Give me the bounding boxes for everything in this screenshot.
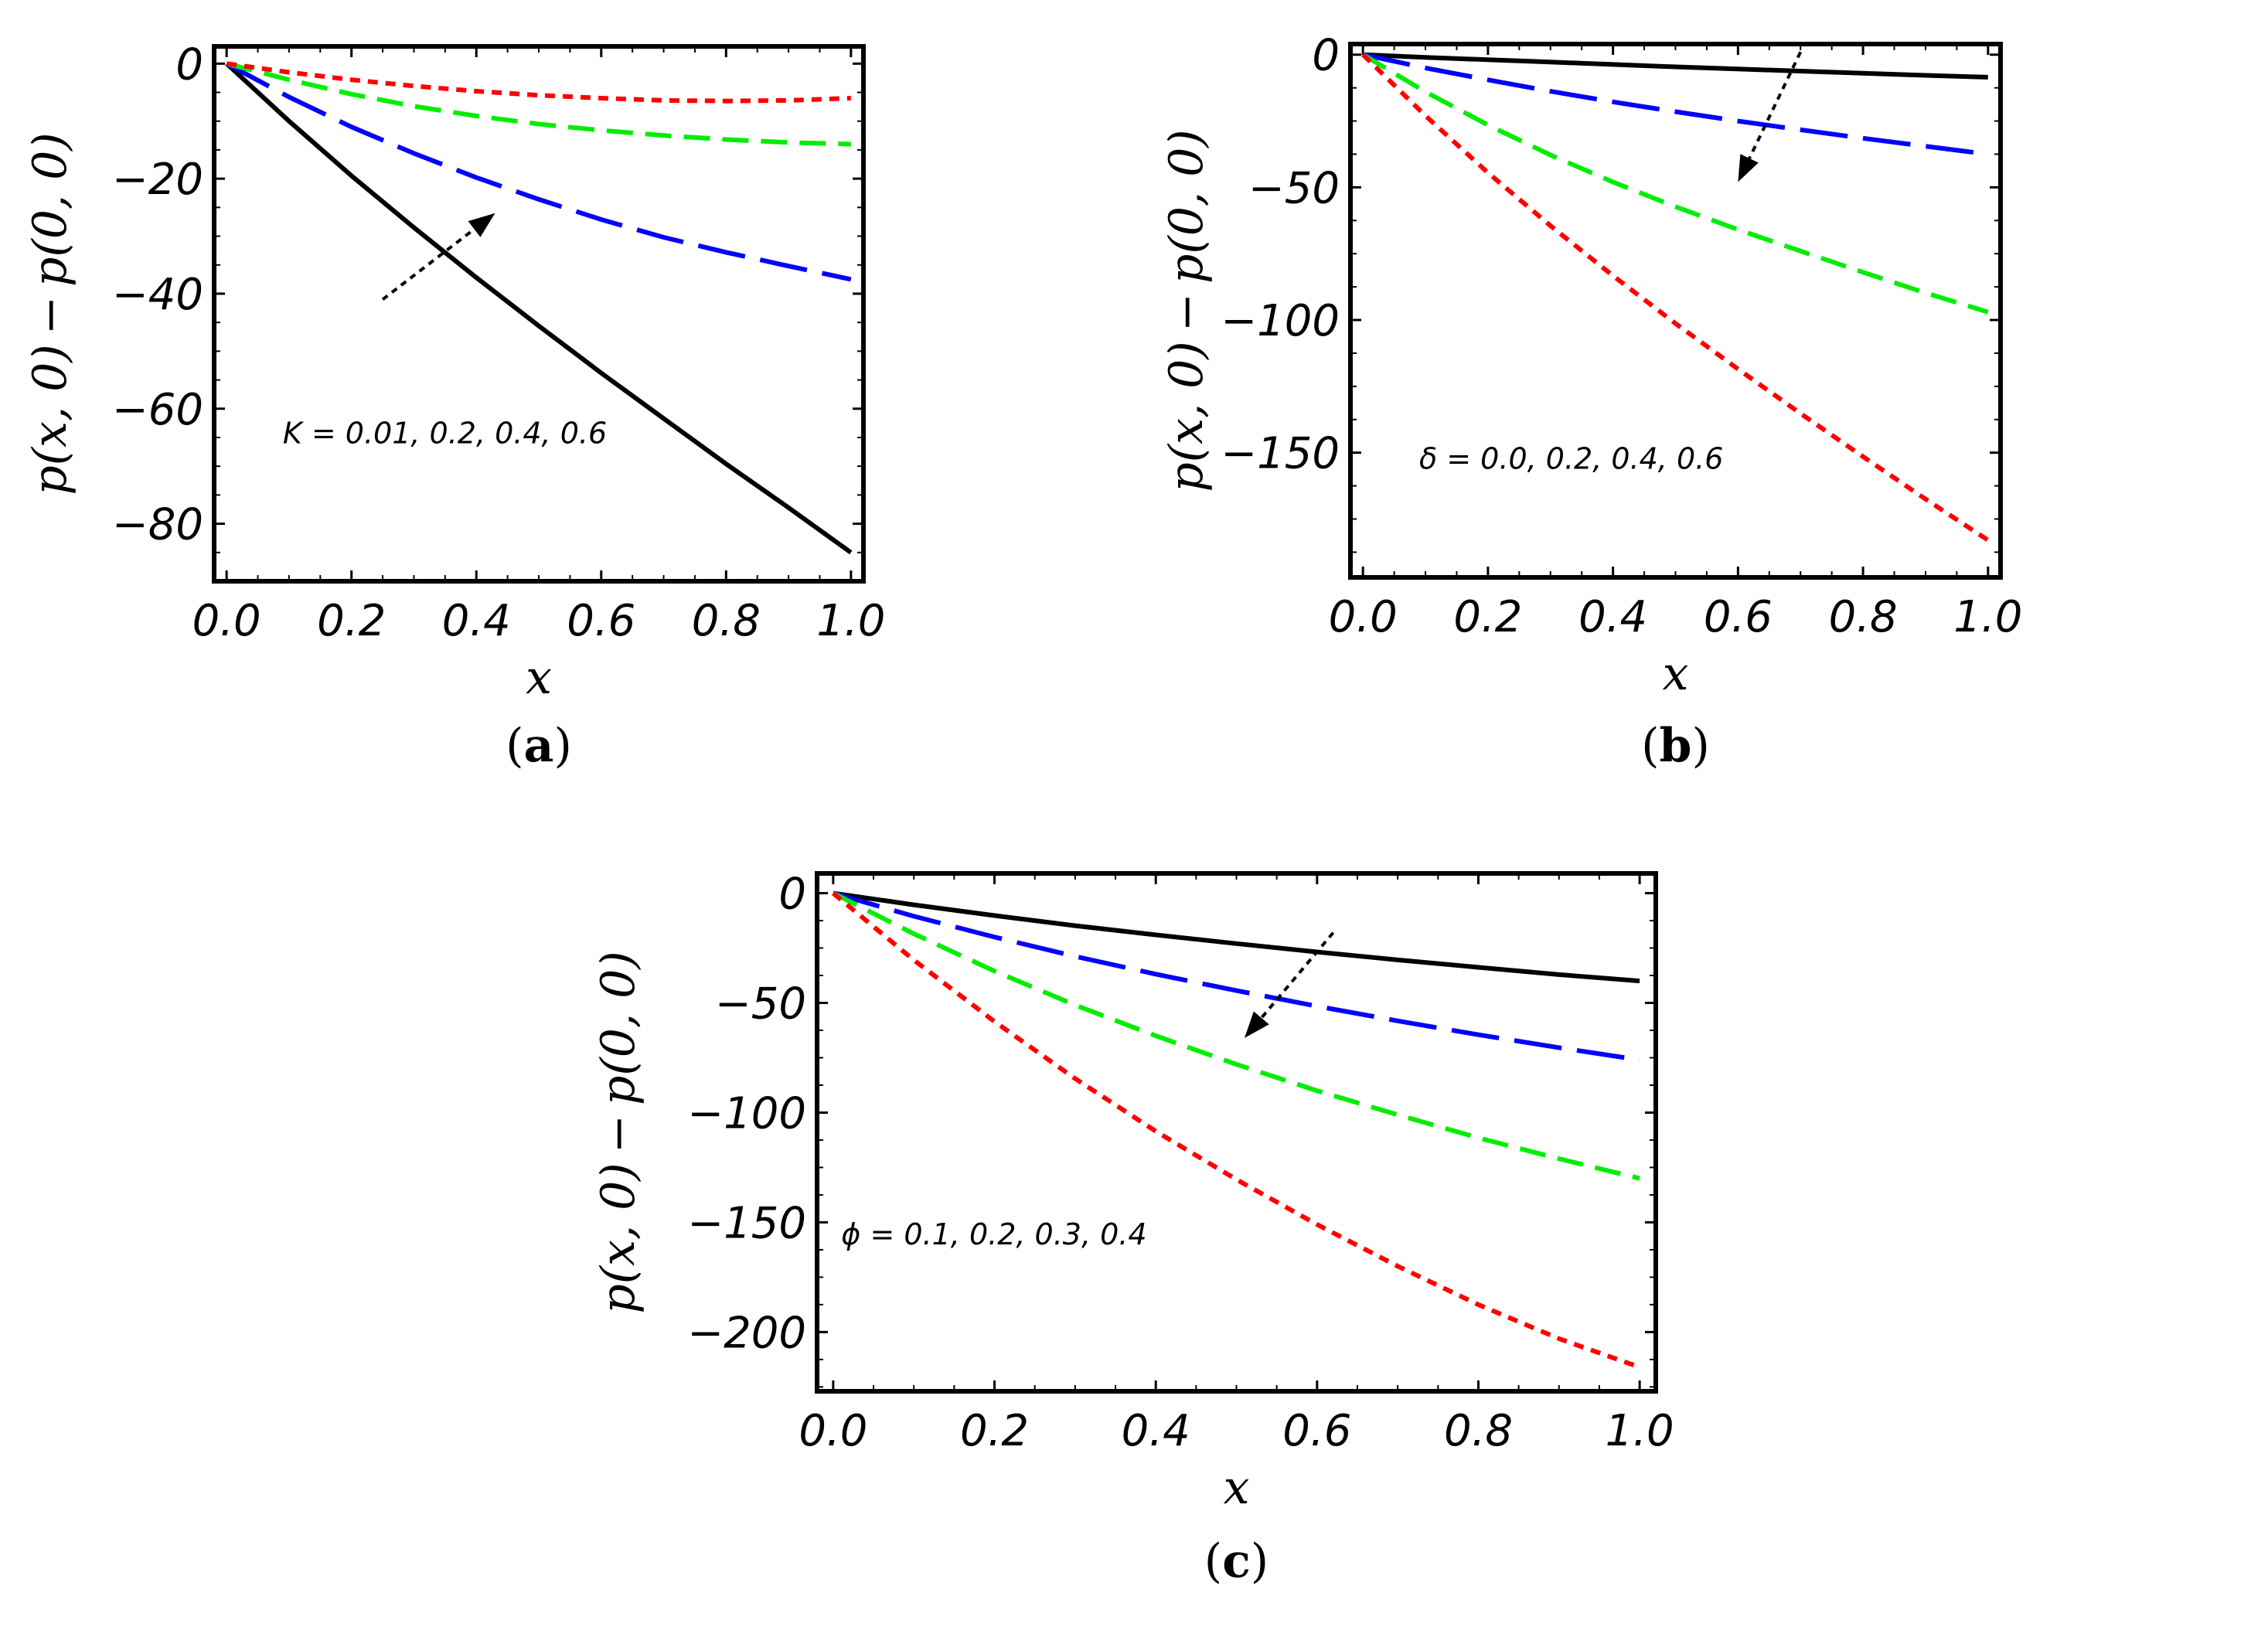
y-tick-label: 0 xyxy=(175,39,203,90)
series-line-4 xyxy=(831,891,1641,1370)
x-tick-label: 0.2 xyxy=(1453,592,1522,642)
x-tick-label: 1.0 xyxy=(816,596,885,646)
series-line-1 xyxy=(225,62,853,555)
x-tick-label: 0.2 xyxy=(960,1406,1029,1456)
panel-label: (a) xyxy=(506,719,572,773)
x-tick-label: 0.8 xyxy=(1829,592,1898,642)
x-tick-label: 0.6 xyxy=(1704,592,1773,642)
series-line-3 xyxy=(226,61,851,147)
x-tick-label: 0.8 xyxy=(692,596,761,646)
y-tick-label: −80 xyxy=(112,500,203,550)
y-axis-label: p(x, 0) − p(0, 0) xyxy=(23,132,77,495)
y-axis-label: p(x, 0) − p(0, 0) xyxy=(591,951,645,1313)
trend-arrow-shaft xyxy=(381,227,475,301)
y-tick-label: −150 xyxy=(687,1198,806,1248)
y-tick-label: −20 xyxy=(112,155,203,205)
x-tick-label: 1.0 xyxy=(1606,1406,1674,1456)
x-tick-label: 0.8 xyxy=(1444,1406,1513,1456)
x-tick-label: 0.6 xyxy=(1282,1406,1351,1456)
x-tick-label: 0.0 xyxy=(192,596,261,646)
x-tick-label: 0.4 xyxy=(1578,592,1647,642)
series-line-3 xyxy=(832,890,1640,1181)
x-axis-label: x xyxy=(1224,1461,1250,1515)
series-line-1 xyxy=(833,890,1640,984)
series-line-4 xyxy=(1361,53,1990,543)
trend-arrow-head xyxy=(1738,154,1759,182)
y-tick-label: −100 xyxy=(1221,296,1340,346)
panel-letter: b xyxy=(1660,719,1692,773)
panel-letter: a xyxy=(524,719,554,773)
x-tick-label: 0.6 xyxy=(567,596,635,646)
x-axis-label: x xyxy=(526,651,552,705)
panel-letter: c xyxy=(1222,1534,1251,1588)
plot-frame xyxy=(212,44,866,584)
y-tick-label: −40 xyxy=(112,270,203,320)
series-line-4 xyxy=(226,61,851,104)
panel-label: (b) xyxy=(1641,719,1710,773)
series-line-1 xyxy=(1363,52,1988,80)
trend-arrow-head xyxy=(468,213,495,237)
y-tick-label: −50 xyxy=(715,979,806,1030)
trend-arrow-shaft xyxy=(1260,931,1335,1020)
x-tick-label: 0.0 xyxy=(799,1406,867,1456)
panel-b-chart: 0.0 0.2 0.4 0.6 0.8 1.0 0 −50 −100 −150 x p(x, 0) −… xyxy=(1160,31,2022,773)
y-tick-label: −60 xyxy=(112,385,203,435)
trend-arrow-shaft xyxy=(1748,51,1803,159)
panel-label: (c) xyxy=(1204,1534,1269,1588)
parameter-annotation: ϕ = 0.1, 0.2, 0.3, 0.4 xyxy=(841,1217,1146,1251)
x-tick-label: 0.4 xyxy=(1122,1406,1190,1456)
y-tick-label: −150 xyxy=(1221,429,1340,479)
panel-c-chart: 0.0 0.2 0.4 0.6 0.8 1.0 0 −50 −100 −150 −200 x p(x, … xyxy=(591,870,1674,1588)
series-line-2 xyxy=(225,61,852,282)
y-tick-label: 0 xyxy=(1312,31,1340,81)
plot-frame xyxy=(815,871,1658,1394)
y-axis-label: p(x, 0) − p(0, 0) xyxy=(1160,129,1214,492)
parameter-annotation: δ = 0.0, 0.2, 0.4, 0.6 xyxy=(1419,441,1723,475)
x-tick-label: 0.0 xyxy=(1329,592,1398,642)
x-axis-label: x xyxy=(1663,647,1689,701)
y-tick-label: −50 xyxy=(1248,163,1340,213)
y-tick-label: −100 xyxy=(687,1088,806,1139)
panel-a-chart: 0.0 0.2 0.4 0.6 0.8 1.0 0 −20 −40 −60 −80 x p(x, 0) … xyxy=(23,39,885,773)
x-tick-label: 0.2 xyxy=(317,596,386,646)
series-line-2 xyxy=(833,890,1640,1063)
x-tick-label: 1.0 xyxy=(1953,592,2022,642)
trend-arrow-head xyxy=(1244,1011,1269,1038)
series-line-2 xyxy=(1362,52,1989,157)
parameter-annotation: K = 0.01, 0.2, 0.4, 0.6 xyxy=(283,416,607,450)
x-tick-label: 0.4 xyxy=(442,596,511,646)
y-tick-label: −200 xyxy=(687,1308,806,1358)
series-line-3 xyxy=(1361,53,1989,315)
y-tick-label: 0 xyxy=(778,870,806,920)
plot-frame xyxy=(1348,42,2003,580)
